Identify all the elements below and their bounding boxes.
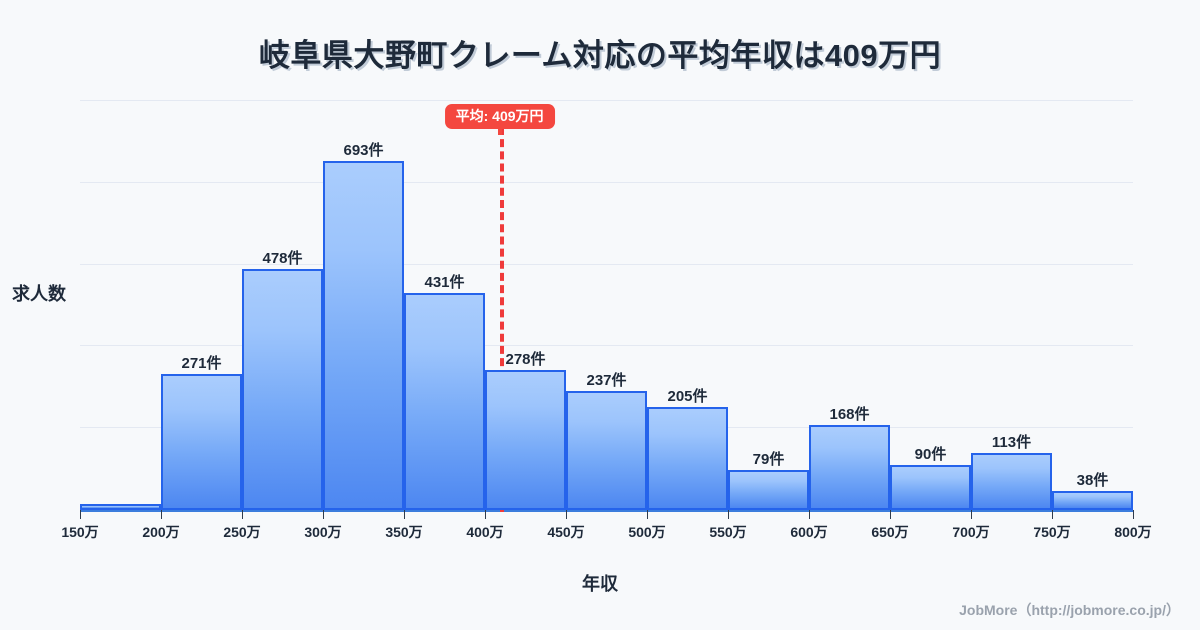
bar[interactable] [242,269,323,510]
y-axis-title: 求人数 [12,284,66,304]
gridline [80,100,1133,101]
x-axis-tick [80,510,81,519]
x-axis-tick-label: 400万 [466,524,504,540]
bar[interactable] [404,292,485,510]
bar[interactable] [80,504,161,510]
average-badge: 平均: 409万円 [444,104,555,130]
x-axis-tick [1052,510,1053,519]
x-axis-tick-label: 300万 [304,524,342,540]
gridline [80,345,1133,347]
chart-title: 岐阜県大野町クレーム対応の平均年収は409万円 [258,38,942,73]
x-axis-tick [161,510,162,519]
x-axis-tick-label: 700万 [952,524,990,540]
bar[interactable] [728,470,809,510]
bar[interactable] [323,161,404,510]
x-axis-tick [566,510,567,519]
x-axis-tick-label: 250万 [223,524,261,540]
x-axis-tick [242,510,243,519]
bar[interactable] [809,425,890,510]
gridline [80,181,1133,183]
x-axis-title: 年収 [582,574,618,594]
bar[interactable] [161,373,242,510]
x-axis-tick-label: 600万 [790,524,828,540]
gridline [80,263,1133,265]
footer-credit: JobMore（http://jobmore.co.jp/） [959,602,1180,618]
x-axis-tick-label: 150万 [61,524,99,540]
bar[interactable] [971,453,1052,510]
x-axis-tick-label: 800万 [1114,524,1152,540]
bar[interactable] [485,370,566,510]
x-axis-tick-label: 550万 [709,524,747,540]
average-line [499,127,504,512]
x-axis-tick-label: 500万 [628,524,666,540]
bar[interactable] [647,406,728,510]
x-axis-tick-label: 200万 [142,524,180,540]
bar[interactable] [566,390,647,510]
x-axis-tick [890,510,891,519]
x-axis-tick [647,510,648,519]
x-axis-tick-label: 450万 [547,524,585,540]
average-badge-tail [497,128,502,135]
x-axis-tick [404,510,405,519]
bar[interactable] [1052,490,1133,510]
x-axis-tick [728,510,729,519]
x-axis-tick-label: 350万 [385,524,423,540]
x-axis-tick [809,510,810,519]
x-axis-line [80,510,1133,512]
x-axis-tick [323,510,324,519]
x-axis-tick-label: 750万 [1033,524,1071,540]
x-axis-tick-label: 650万 [871,524,909,540]
x-axis-tick [1133,510,1134,519]
bar[interactable] [890,464,971,510]
x-axis-tick [971,510,972,519]
x-axis-tick [485,510,486,519]
